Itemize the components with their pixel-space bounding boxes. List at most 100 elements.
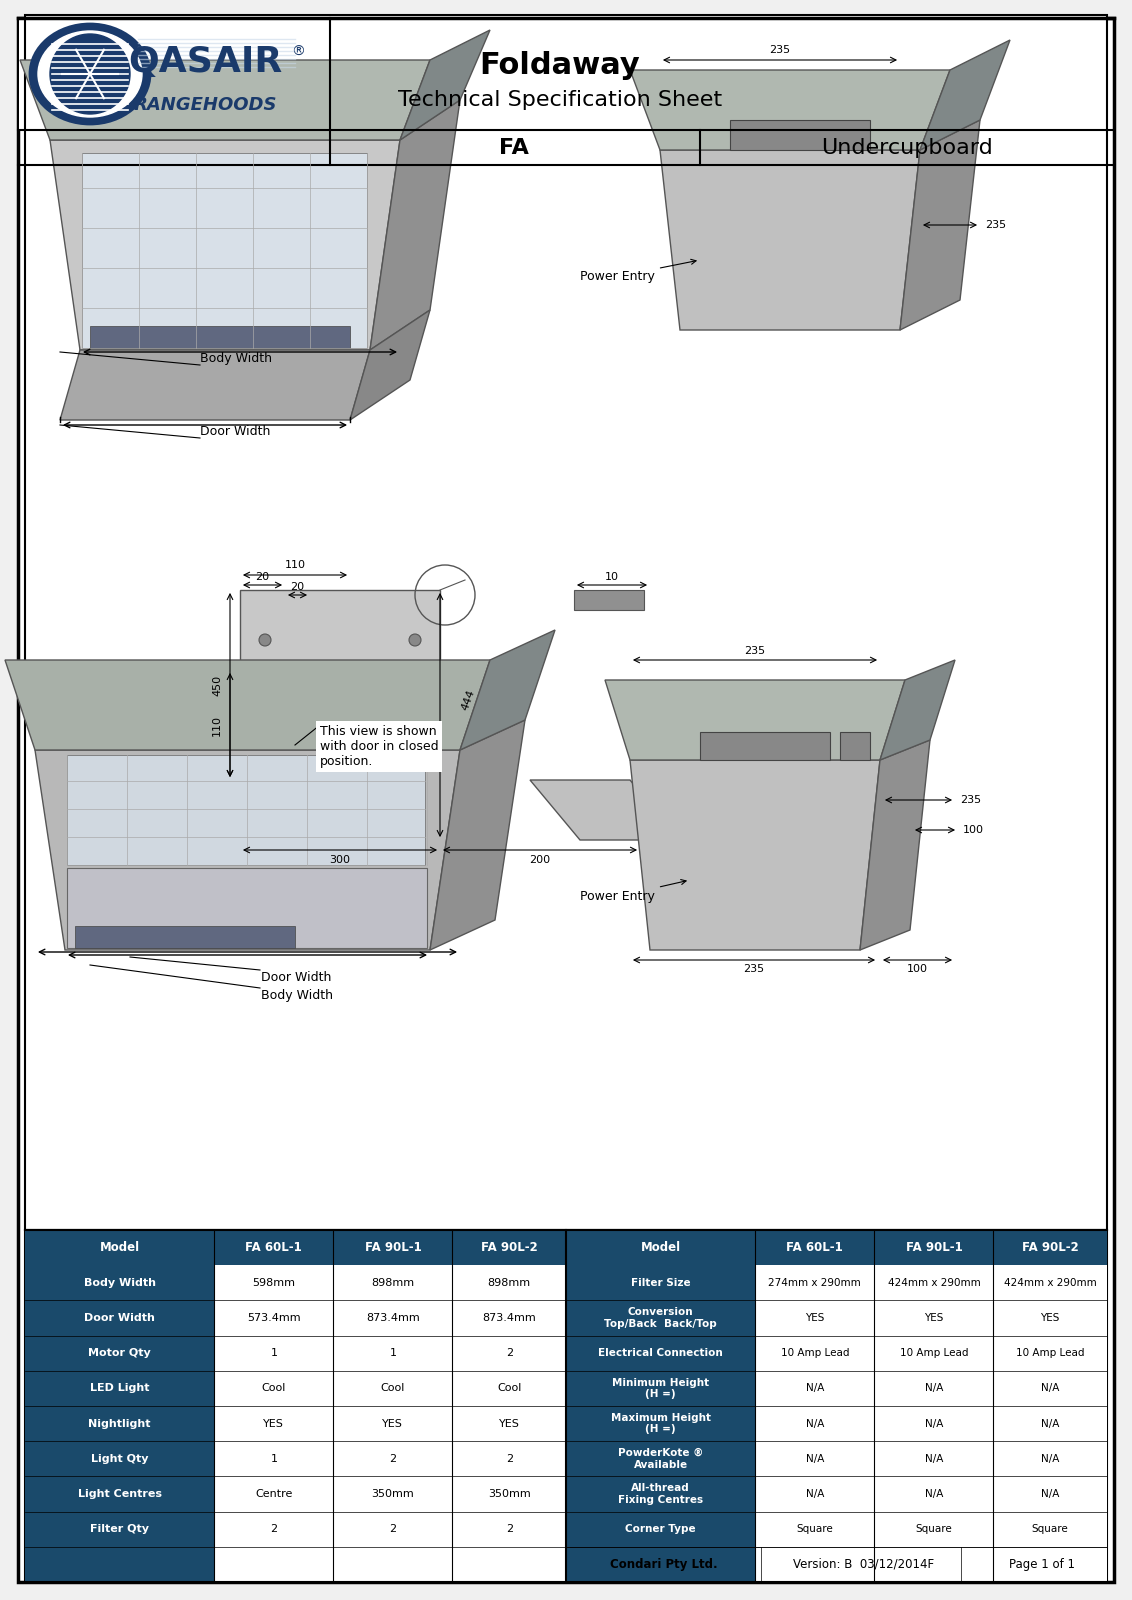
Text: 20: 20 xyxy=(255,573,269,582)
FancyBboxPatch shape xyxy=(730,120,871,150)
FancyBboxPatch shape xyxy=(874,1477,994,1512)
Text: 2: 2 xyxy=(271,1525,277,1534)
Polygon shape xyxy=(920,40,1010,150)
Text: N/A: N/A xyxy=(1041,1454,1060,1464)
FancyBboxPatch shape xyxy=(566,1301,755,1336)
FancyBboxPatch shape xyxy=(214,1512,333,1547)
Text: This view is shown
with door in closed
position.: This view is shown with door in closed p… xyxy=(320,725,438,768)
Text: Square: Square xyxy=(1032,1525,1069,1534)
FancyBboxPatch shape xyxy=(214,1442,333,1477)
FancyBboxPatch shape xyxy=(566,1442,755,1477)
FancyBboxPatch shape xyxy=(453,1547,566,1582)
Text: 200: 200 xyxy=(530,854,550,866)
FancyBboxPatch shape xyxy=(453,1477,566,1512)
FancyBboxPatch shape xyxy=(700,733,830,760)
FancyBboxPatch shape xyxy=(25,1512,214,1547)
Text: Motor Qty: Motor Qty xyxy=(88,1349,151,1358)
Polygon shape xyxy=(35,750,460,950)
Text: Cool: Cool xyxy=(261,1384,286,1394)
Text: N/A: N/A xyxy=(806,1490,824,1499)
Text: Door Width: Door Width xyxy=(261,971,332,984)
Text: 110: 110 xyxy=(284,560,306,570)
FancyBboxPatch shape xyxy=(453,1406,566,1442)
Polygon shape xyxy=(660,150,920,330)
Text: 300: 300 xyxy=(329,854,351,866)
Text: 10: 10 xyxy=(604,573,619,582)
Text: Filter Qty: Filter Qty xyxy=(91,1525,149,1534)
Text: 10 Amp Lead: 10 Amp Lead xyxy=(900,1349,968,1358)
FancyBboxPatch shape xyxy=(25,1406,214,1442)
Text: 898mm: 898mm xyxy=(371,1278,414,1288)
FancyBboxPatch shape xyxy=(755,1301,874,1336)
FancyBboxPatch shape xyxy=(755,1371,874,1406)
FancyBboxPatch shape xyxy=(214,1547,333,1582)
Text: PowderKote ®
Available: PowderKote ® Available xyxy=(618,1448,703,1469)
Polygon shape xyxy=(900,120,980,330)
FancyBboxPatch shape xyxy=(75,926,295,947)
Polygon shape xyxy=(631,70,950,150)
Text: N/A: N/A xyxy=(806,1454,824,1464)
Polygon shape xyxy=(50,141,400,350)
Text: 350mm: 350mm xyxy=(371,1490,414,1499)
FancyBboxPatch shape xyxy=(453,1371,566,1406)
FancyBboxPatch shape xyxy=(874,1371,994,1406)
Text: YES: YES xyxy=(924,1314,944,1323)
FancyBboxPatch shape xyxy=(755,1442,874,1477)
FancyBboxPatch shape xyxy=(214,1266,333,1301)
Polygon shape xyxy=(460,630,555,750)
Text: N/A: N/A xyxy=(806,1419,824,1429)
Ellipse shape xyxy=(38,30,142,117)
Text: 235: 235 xyxy=(985,219,1006,230)
FancyBboxPatch shape xyxy=(333,1336,453,1371)
Text: ®: ® xyxy=(291,45,305,59)
FancyBboxPatch shape xyxy=(994,1442,1107,1477)
Circle shape xyxy=(259,754,271,766)
FancyBboxPatch shape xyxy=(333,1477,453,1512)
FancyBboxPatch shape xyxy=(566,1371,755,1406)
Text: 100: 100 xyxy=(907,963,927,974)
FancyBboxPatch shape xyxy=(755,1336,874,1371)
Text: Square: Square xyxy=(797,1525,833,1534)
FancyBboxPatch shape xyxy=(333,1371,453,1406)
FancyBboxPatch shape xyxy=(566,1406,755,1442)
FancyBboxPatch shape xyxy=(755,1547,874,1582)
Text: Corner Type: Corner Type xyxy=(625,1525,696,1534)
FancyBboxPatch shape xyxy=(874,1406,994,1442)
Text: Conversion
Top/Back  Back/Top: Conversion Top/Back Back/Top xyxy=(604,1307,717,1328)
FancyBboxPatch shape xyxy=(25,1371,214,1406)
Text: Technical Specification Sheet: Technical Specification Sheet xyxy=(398,90,722,110)
Text: N/A: N/A xyxy=(925,1490,943,1499)
Text: 424mm x 290mm: 424mm x 290mm xyxy=(887,1278,980,1288)
Text: Maximum Height
(H =): Maximum Height (H =) xyxy=(610,1413,711,1435)
FancyBboxPatch shape xyxy=(333,1547,453,1582)
FancyBboxPatch shape xyxy=(214,1477,333,1512)
Text: 10 Amp Lead: 10 Amp Lead xyxy=(1015,1349,1084,1358)
FancyBboxPatch shape xyxy=(994,1512,1107,1547)
Text: Model: Model xyxy=(641,1242,680,1254)
Polygon shape xyxy=(530,781,680,840)
Text: Light Centres: Light Centres xyxy=(78,1490,162,1499)
Text: 235: 235 xyxy=(770,45,790,54)
FancyBboxPatch shape xyxy=(755,1406,874,1442)
Text: Square: Square xyxy=(916,1525,952,1534)
FancyBboxPatch shape xyxy=(214,1336,333,1371)
Text: Model: Model xyxy=(100,1242,139,1254)
Polygon shape xyxy=(631,760,880,950)
Text: 274mm x 290mm: 274mm x 290mm xyxy=(769,1278,861,1288)
FancyBboxPatch shape xyxy=(333,1442,453,1477)
FancyBboxPatch shape xyxy=(453,1301,566,1336)
Text: 444: 444 xyxy=(460,688,477,712)
Text: 235: 235 xyxy=(960,795,981,805)
FancyBboxPatch shape xyxy=(574,590,644,610)
FancyBboxPatch shape xyxy=(755,1266,874,1301)
FancyBboxPatch shape xyxy=(25,1336,214,1371)
Text: 2: 2 xyxy=(389,1454,396,1464)
FancyBboxPatch shape xyxy=(25,1301,214,1336)
Polygon shape xyxy=(20,59,430,141)
FancyBboxPatch shape xyxy=(25,1230,1107,1582)
Text: 110: 110 xyxy=(212,715,222,736)
FancyBboxPatch shape xyxy=(25,1547,214,1582)
Text: YES: YES xyxy=(264,1419,284,1429)
Text: FA 60L-1: FA 60L-1 xyxy=(246,1242,302,1254)
FancyBboxPatch shape xyxy=(82,154,367,349)
